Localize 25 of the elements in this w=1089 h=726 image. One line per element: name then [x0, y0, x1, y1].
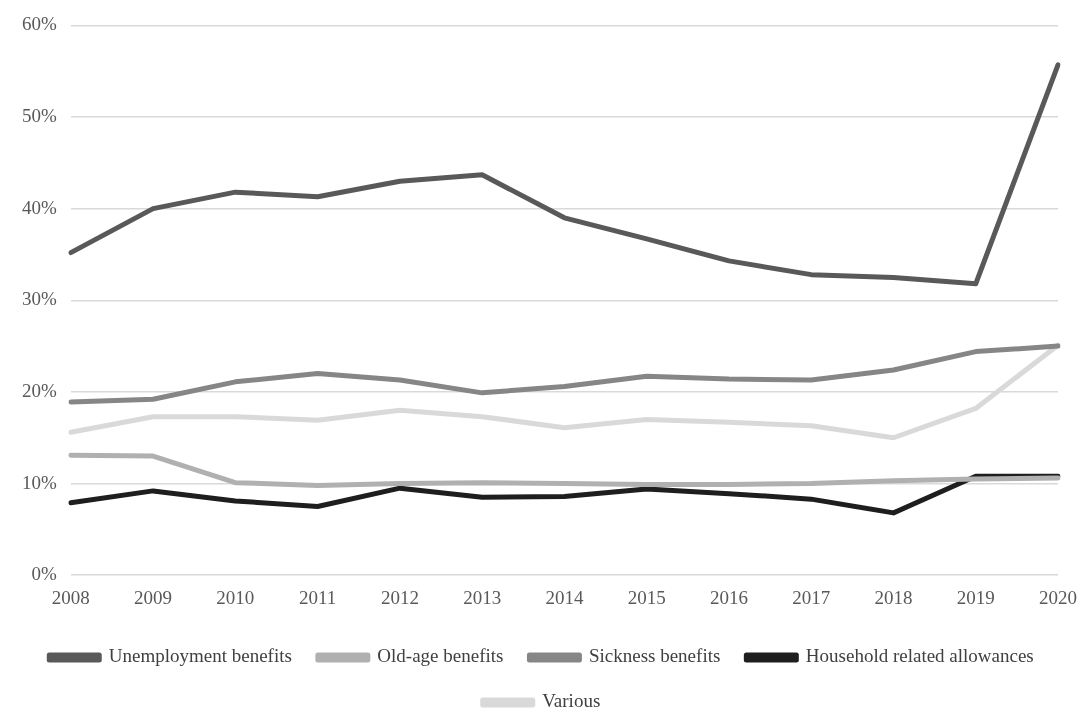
y-tick-label: 30%: [22, 288, 57, 310]
x-tick-label: 2010: [216, 586, 255, 608]
x-tick-label: 2018: [874, 586, 913, 608]
x-tick-label: 2011: [298, 586, 337, 608]
legend-label: Old-age benefits: [377, 645, 504, 667]
x-tick-label: 2015: [627, 586, 666, 608]
x-tick-label: 2017: [792, 586, 831, 608]
x-tick-label: 2014: [545, 586, 584, 608]
x-tick-label: 2009: [134, 586, 173, 608]
y-tick-label: 50%: [22, 105, 57, 127]
legend-label: Unemployment benefits: [108, 645, 292, 667]
x-tick-label: 2020: [1039, 586, 1077, 608]
y-tick-label: 10%: [22, 471, 57, 493]
x-tick-label: 2019: [956, 586, 995, 608]
x-tick-label: 2012: [380, 586, 419, 608]
x-tick-label: 2016: [709, 586, 748, 608]
x-tick-label: 2008: [51, 586, 90, 608]
y-tick-label: 60%: [22, 13, 57, 35]
legend-label: Sickness benefits: [588, 645, 721, 667]
y-tick-label: 40%: [22, 196, 57, 218]
x-tick-label: 2013: [463, 586, 502, 608]
y-tick-label: 0%: [31, 563, 57, 585]
y-tick-label: 20%: [22, 379, 57, 401]
legend-label: Household related allowances: [805, 645, 1034, 667]
legend-label: Various: [542, 690, 601, 712]
